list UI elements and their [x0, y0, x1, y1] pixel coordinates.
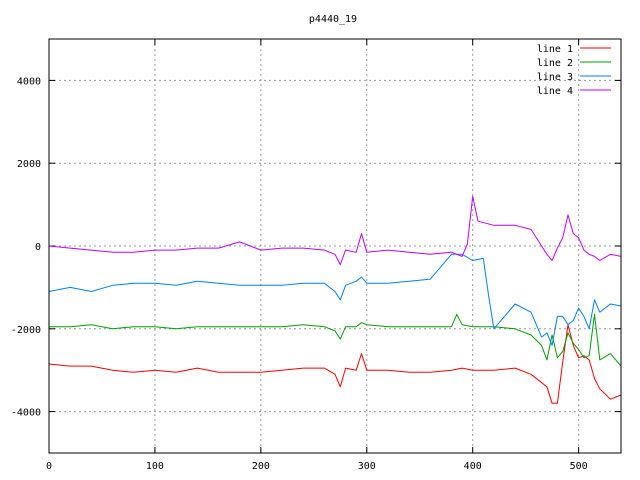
x-tick-label: 500 [570, 461, 588, 472]
plot-frame [48, 38, 622, 454]
series-line-1 [48, 324, 622, 404]
legend-label: line 3 [537, 72, 573, 83]
y-tick-label: -2000 [11, 325, 41, 336]
legend-label: line 2 [537, 58, 573, 69]
series-line-2 [49, 313, 622, 367]
x-tick-label: 400 [464, 461, 482, 472]
series-line-4 [48, 195, 622, 266]
legend: line 1 line 2 line 3 line 4 [537, 44, 611, 97]
x-tick-label: 200 [252, 461, 270, 472]
chart-title: p4440_19 [309, 14, 357, 25]
x-tick-label: 300 [358, 461, 376, 472]
y-tick-label: -4000 [11, 408, 41, 419]
grid [49, 39, 621, 453]
x-tick-label: 100 [146, 461, 164, 472]
legend-label: line 4 [537, 86, 573, 97]
y-tick-label: 0 [35, 242, 41, 253]
x-tick-label: 0 [46, 461, 52, 472]
series-line-3 [48, 253, 622, 346]
axes: 0 100 200 300 400 500 -4000 -2000 0 2000 4000 [11, 39, 621, 472]
legend-label: line 1 [537, 44, 573, 55]
y-tick-label: 2000 [17, 159, 41, 170]
y-tick-label: 4000 [17, 76, 41, 87]
series-layer [48, 195, 622, 404]
